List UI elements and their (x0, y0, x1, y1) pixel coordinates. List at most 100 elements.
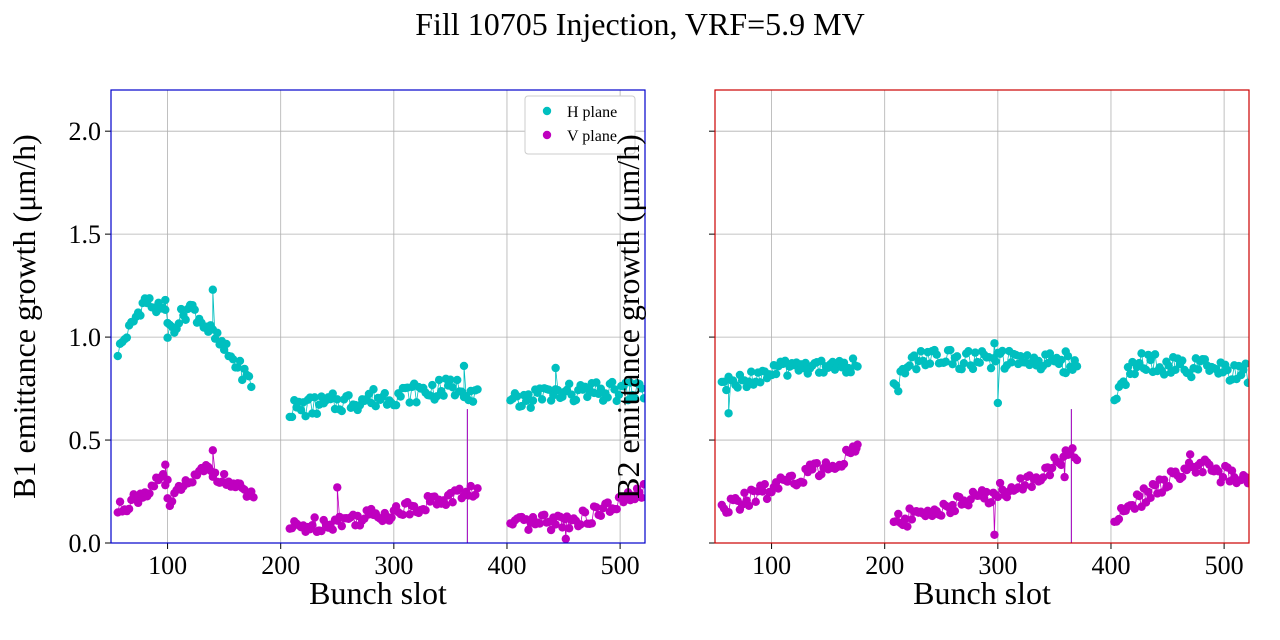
data-point (398, 510, 408, 519)
data-point (986, 498, 996, 507)
data-point (428, 380, 437, 390)
data-point (1056, 460, 1066, 470)
data-point (1171, 365, 1180, 375)
chart-b1: 100 200 300 400 500 0.0 0.5 1.0 1.5 2.0 Bunch slot… (6, 89, 646, 611)
plot-area (717, 339, 1249, 543)
data-point (522, 396, 531, 405)
plot-area (113, 285, 645, 543)
plot-frame (714, 89, 1250, 544)
y-tick-label: 0.0 (69, 529, 102, 558)
data-point (1027, 482, 1036, 492)
data-point (161, 460, 170, 469)
data-point (762, 494, 772, 504)
data-point (780, 356, 790, 365)
data-point (434, 375, 444, 385)
data-point (113, 351, 122, 361)
data-point (244, 372, 254, 381)
data-point (551, 520, 560, 529)
data-point (145, 294, 154, 303)
data-point (1150, 481, 1160, 490)
legend-marker (542, 106, 552, 116)
data-point (561, 534, 571, 543)
data-point (1007, 358, 1016, 367)
data-point (247, 382, 256, 392)
data-point (612, 505, 621, 514)
data-point (932, 350, 941, 359)
data-point (614, 390, 624, 400)
data-point (149, 482, 159, 491)
data-point (1146, 493, 1155, 503)
data-point (181, 315, 190, 324)
data-point (1135, 491, 1144, 501)
data-point (903, 522, 912, 531)
data-point (337, 406, 346, 416)
y-axis-label: B1 emittance growth (μm/h) (6, 134, 42, 499)
data-point (783, 371, 792, 380)
data-point (821, 458, 831, 467)
data-point (630, 494, 640, 504)
data-point (637, 493, 645, 502)
data-point (639, 479, 645, 489)
data-point (158, 470, 168, 479)
data-point (249, 493, 258, 502)
data-point (756, 378, 765, 387)
data-point (1137, 349, 1146, 358)
data-point (968, 364, 978, 374)
data-point (441, 500, 451, 510)
data-point (1218, 472, 1228, 482)
data-point (344, 391, 353, 400)
data-point (1130, 369, 1139, 379)
data-point (1038, 473, 1048, 482)
data-point (1023, 351, 1032, 360)
data-point (1150, 350, 1160, 359)
data-point (240, 485, 249, 494)
data-point (971, 348, 980, 357)
data-point (1141, 365, 1151, 375)
data-point (975, 358, 984, 367)
legend-marker (542, 130, 552, 140)
data-point (952, 352, 962, 361)
data-point (233, 363, 242, 372)
data-point (1214, 467, 1223, 476)
y-tick-label: 2.0 (69, 117, 102, 146)
data-point (122, 333, 132, 342)
data-point (301, 411, 310, 421)
data-point (853, 362, 862, 371)
data-point (998, 346, 1007, 356)
data-point (607, 377, 617, 387)
data-point (161, 305, 170, 314)
data-point (124, 504, 134, 514)
data-point (948, 359, 957, 369)
data-point (459, 361, 469, 371)
data-point (1164, 361, 1173, 370)
data-point (1159, 370, 1169, 379)
data-point (964, 347, 973, 356)
data-point (1068, 444, 1077, 453)
data-point (760, 479, 769, 489)
data-point (990, 339, 999, 348)
data-point (524, 390, 533, 399)
data-point (848, 354, 858, 363)
data-point (986, 363, 996, 373)
data-point (937, 511, 946, 520)
data-point (817, 470, 826, 479)
legend-label: V plane (567, 128, 617, 145)
data-point (1114, 514, 1124, 524)
data-point (1227, 466, 1237, 475)
data-point (468, 397, 478, 406)
data-point (576, 520, 585, 529)
data-point (733, 383, 742, 392)
y-axis-label: B2 emittance growth (μm/h) (610, 134, 646, 499)
data-point (387, 513, 396, 522)
data-point (1063, 351, 1073, 361)
data-point (405, 398, 414, 407)
data-point (905, 361, 914, 370)
data-point (894, 386, 903, 396)
data-point (1072, 362, 1082, 371)
data-point (1112, 394, 1121, 404)
data-point (528, 396, 538, 405)
data-point (161, 295, 170, 305)
data-point (471, 490, 480, 500)
data-point (312, 409, 322, 419)
plot-frame (110, 89, 646, 544)
